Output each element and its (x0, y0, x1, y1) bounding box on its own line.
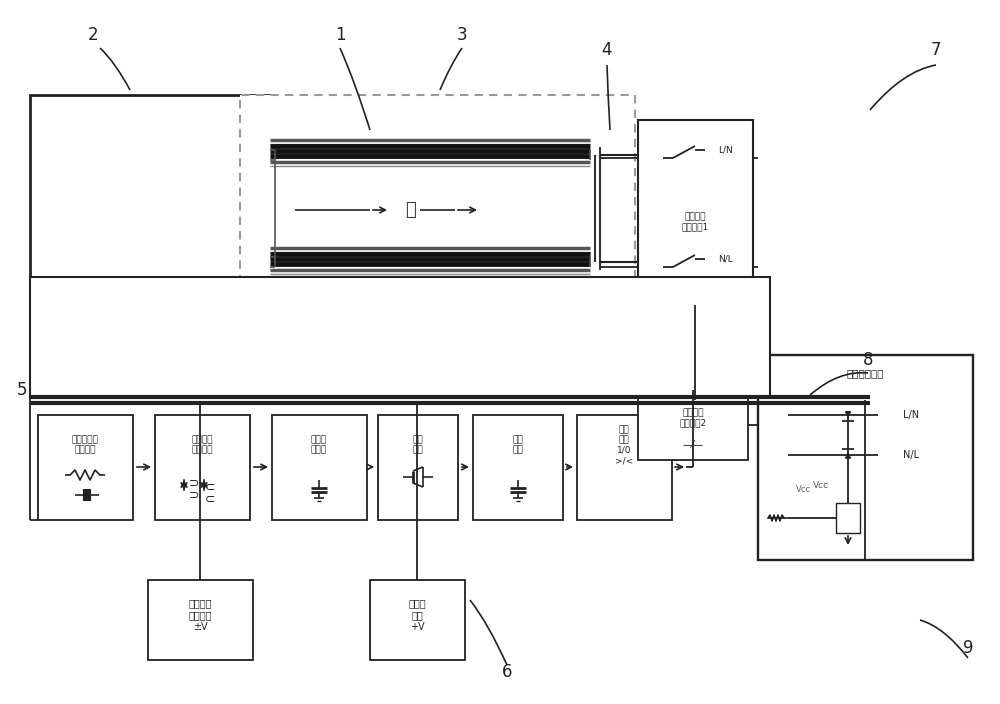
Bar (638, 120, 753, 305)
Bar (370, 580, 465, 660)
Text: 5: 5 (17, 381, 27, 399)
Text: 6: 6 (502, 663, 512, 681)
Text: 9: 9 (963, 639, 973, 657)
Text: 上电时序
处理电路1: 上电时序 处理电路1 (681, 213, 709, 232)
Bar (30, 95, 275, 370)
Bar (638, 390, 748, 460)
Text: 水: 水 (405, 201, 415, 219)
Text: 二阶滤
波电路: 二阶滤 波电路 (311, 435, 327, 455)
Text: 正电压
电路
+V: 正电压 电路 +V (408, 598, 426, 631)
Bar (378, 415, 458, 520)
Bar (148, 580, 253, 660)
Text: ⊂: ⊂ (205, 493, 215, 505)
Bar (577, 415, 672, 520)
Text: N/L: N/L (903, 450, 919, 460)
Text: 4: 4 (602, 41, 612, 59)
Bar (836, 503, 860, 533)
Text: 7: 7 (931, 41, 941, 59)
Text: 零火线信号
采样电路: 零火线信号 采样电路 (72, 435, 98, 455)
Text: —⁄—: —⁄— (682, 440, 704, 450)
Bar (758, 355, 973, 560)
Text: 送辑
电路
1/0
>/<: 送辑 电路 1/0 >/< (615, 425, 633, 465)
Text: L/N: L/N (718, 146, 733, 154)
Text: 精密全流
整流电路: 精密全流 整流电路 (191, 435, 213, 455)
Bar (30, 277, 770, 397)
Text: 8: 8 (863, 351, 873, 369)
Text: Vcc: Vcc (796, 484, 810, 494)
Text: 1: 1 (335, 26, 345, 44)
Bar (38, 415, 133, 520)
Text: 滤波
电路: 滤波 电路 (513, 435, 523, 455)
Text: N/L: N/L (718, 255, 733, 263)
Text: 2: 2 (88, 26, 98, 44)
Text: 3: 3 (457, 26, 467, 44)
Text: 上电时序
处理电路2: 上电时序 处理电路2 (679, 408, 707, 428)
Text: ⊃: ⊃ (189, 489, 199, 501)
Bar (473, 415, 563, 520)
Text: 放大
电路: 放大 电路 (413, 435, 423, 455)
Text: 主负电压
电源电路
±V: 主负电压 电源电路 ±V (188, 598, 212, 631)
Text: ⊃: ⊃ (189, 477, 199, 489)
Text: Vcc: Vcc (813, 481, 829, 489)
Bar (240, 95, 635, 350)
Text: ⊂: ⊂ (205, 481, 215, 494)
Text: L/N: L/N (903, 410, 919, 420)
Bar (155, 415, 250, 520)
Text: 零线锁定电路: 零线锁定电路 (846, 368, 884, 378)
Bar (272, 415, 367, 520)
